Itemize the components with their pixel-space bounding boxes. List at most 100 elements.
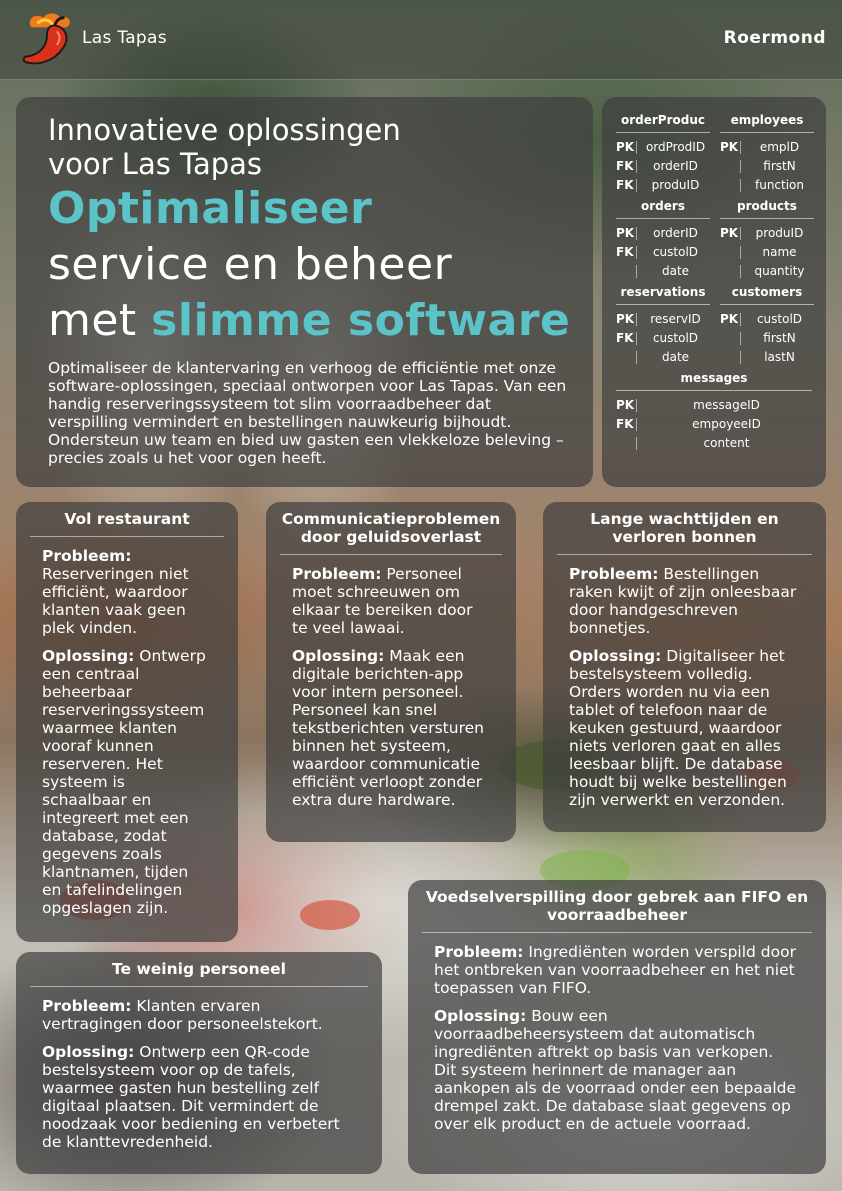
hero-subtitle: Innovatieve oplossingen voor Las Tapas (48, 113, 593, 181)
schema-field: lastN (720, 348, 814, 367)
solution-label: Oplossing: (292, 647, 385, 665)
schema-table-row: orders PK orderID FK custolD date products PK pr… (616, 199, 814, 281)
solution-description: Maak een digitale berichten-app voor int… (292, 647, 484, 809)
field-name: name (762, 245, 797, 259)
solution-description: Bouw een voorraadbeheersysteem dat autom… (434, 1007, 797, 1133)
schema-field: name (720, 243, 814, 262)
solution-text: Oplossing: Ontwerp een QR-code bestelsys… (42, 1043, 356, 1151)
problem-label: Probleem: (292, 565, 382, 583)
schema-table: employees PK emplD firstN function (720, 113, 814, 195)
site-header: Las Tapas Roermond (0, 0, 842, 80)
schema-field: FK custolD (616, 243, 710, 262)
field-divider (636, 437, 637, 450)
schema-table-title: orders (616, 199, 710, 219)
field-divider (636, 351, 637, 364)
solution-label: Oplossing: (42, 647, 135, 665)
schema-table-title: reservations (616, 285, 710, 305)
schema-table: customers PK custolD firstN lastN (720, 285, 814, 367)
hero-description: Optimaliseer de klantervaring en verhoog… (48, 359, 567, 467)
problem-label: Probleem: (434, 943, 524, 961)
field-name: messageID (693, 398, 760, 412)
solution-text: Oplossing: Ontwerp een centraal beheerba… (42, 647, 212, 917)
headline-line: service en beheer (48, 239, 453, 290)
card-title: Te weinig personeel (30, 960, 368, 987)
field-divider (636, 332, 637, 345)
problem-card-wachttijden: Lange wachttijden en verloren bonnen Pro… (543, 502, 826, 832)
card-title: Lange wachttijden en verloren bonnen (557, 510, 812, 555)
field-name: quantity (754, 264, 805, 278)
schema-table-row: reservations PK reservID FK custolD date custo… (616, 285, 814, 367)
field-key: FK (616, 331, 634, 345)
field-divider (740, 246, 741, 259)
problem-description: Ingrediënten worden verspild door het on… (434, 943, 796, 997)
field-key: PK (720, 226, 739, 240)
card-title: Voedselverspilling door gebrek aan FIFO … (422, 888, 812, 933)
schema-field: function (720, 176, 814, 195)
schema-field: FK produID (616, 176, 710, 195)
field-name: orderID (653, 226, 698, 240)
schema-field: date (616, 262, 710, 281)
field-name: orderID (653, 159, 698, 173)
schema-table-title: messages (616, 371, 812, 391)
problem-card-communicatie: Communicatieproblemen door geluidsoverla… (266, 502, 516, 842)
field-divider (636, 179, 637, 192)
problem-text: Probleem: Reserveringen niet efficiënt, w… (42, 547, 212, 637)
schema-field: PK ordProdID (616, 138, 710, 157)
background-decoration (300, 900, 360, 930)
field-divider (740, 160, 741, 173)
problem-description: Bestellingen raken kwijt of zijn onleesb… (569, 565, 797, 637)
field-divider (740, 332, 741, 345)
problem-card-vol-restaurant: Vol restaurant Probleem: Reserveringen ni… (16, 502, 238, 942)
hero-headline: Optimaliseer service en beheer met slimm… (48, 181, 593, 349)
problem-text: Probleem: Bestellingen raken kwijt of zi… (569, 565, 800, 637)
location-label: Roermond (723, 28, 826, 48)
field-divider (740, 179, 741, 192)
field-key (720, 329, 740, 348)
field-name: date (661, 264, 690, 278)
field-name: produID (755, 226, 804, 240)
field-divider (636, 418, 637, 431)
headline-line: met slimme software (48, 293, 593, 349)
schema-table: reservations PK reservID FK custolD date (616, 285, 710, 367)
field-divider (740, 313, 741, 326)
field-name: reservID (650, 312, 701, 326)
schema-field: FK orderID (616, 157, 710, 176)
hero-panel: Innovatieve oplossingen voor Las Tapas O… (16, 97, 593, 487)
schema-tables: orderProduc PK ordProdID FK orderID FK produID… (616, 113, 814, 367)
hero-subtitle-line: voor Las Tapas (48, 147, 263, 181)
schema-field: quantity (720, 262, 814, 281)
headline-prefix: met (48, 295, 152, 346)
field-name: produID (651, 178, 700, 192)
field-divider (636, 160, 637, 173)
problem-label: Probleem: (569, 565, 659, 583)
solution-label: Oplossing: (42, 1043, 135, 1061)
card-title: Vol restaurant (30, 510, 224, 537)
field-name: firstN (763, 331, 796, 345)
field-name: custolD (756, 312, 803, 326)
headline-accent: slimme software (151, 295, 571, 346)
schema-table-title: products (720, 199, 814, 219)
schema-field: PK custolD (720, 310, 814, 329)
field-key: FK (616, 178, 634, 192)
card-title: Communicatieproblemen door geluidsoverla… (280, 510, 502, 555)
field-key: PK (720, 140, 739, 154)
field-divider (740, 351, 741, 364)
problem-label: Probleem: (42, 997, 132, 1015)
schema-field: firstN (720, 157, 814, 176)
field-key: FK (616, 245, 634, 259)
schema-field: PK produID (720, 224, 814, 243)
field-name: lastN (764, 350, 795, 364)
schema-table-title: customers (720, 285, 814, 305)
field-divider (740, 227, 741, 240)
field-name: ordProdID (645, 140, 706, 154)
field-key (720, 243, 740, 262)
problem-text: Probleem: Personeel moet schreeuwen om e… (292, 565, 490, 637)
field-key: PK (616, 312, 635, 326)
field-name: function (754, 178, 805, 192)
field-divider (636, 246, 637, 259)
brand-name: Las Tapas (82, 28, 167, 48)
schema-field: PK emplD (720, 138, 814, 157)
field-key: FK (616, 159, 634, 173)
field-name: content (703, 436, 750, 450)
solution-description: Digitaliseer het bestelsysteem volledig.… (569, 647, 787, 809)
